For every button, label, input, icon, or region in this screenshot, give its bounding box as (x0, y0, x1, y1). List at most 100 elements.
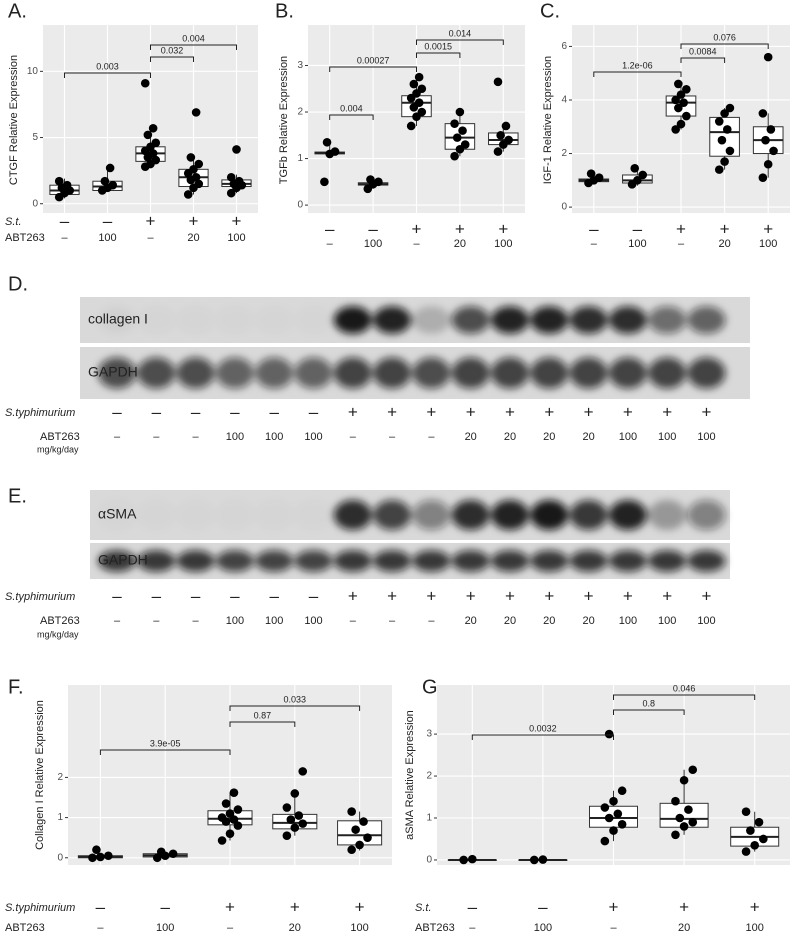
condition-label: 100 (494, 238, 512, 250)
band (451, 357, 490, 389)
y-tick-label: 2 (297, 107, 303, 118)
condition-label: – (589, 219, 599, 238)
data-point (191, 108, 201, 117)
comparison-bracket (680, 57, 726, 63)
data-point (148, 149, 158, 158)
y-tick-label: 0 (561, 202, 567, 213)
lane-label: + (426, 402, 436, 421)
data-point (290, 789, 300, 798)
band (333, 357, 372, 389)
data-point (674, 79, 683, 89)
band (295, 306, 333, 334)
lane-label: – (152, 402, 162, 421)
band (530, 550, 569, 572)
condition-label: + (609, 897, 619, 916)
data-point (675, 813, 685, 823)
lane-label: 20 (582, 615, 594, 627)
row-name: ABT263 (5, 232, 45, 244)
data-point (225, 829, 235, 838)
data-point (458, 126, 467, 135)
y-tick-label: 1 (57, 812, 63, 823)
band (569, 500, 608, 530)
condition-label: – (96, 897, 106, 916)
band (98, 306, 136, 334)
data-point (62, 180, 72, 190)
data-point (741, 847, 751, 856)
lane-label: – (153, 615, 160, 627)
data-point (725, 146, 735, 156)
condition-label: – (678, 238, 685, 250)
y-axis-title: TGFb Relative Expression (278, 56, 290, 184)
data-point (414, 72, 424, 82)
data-point (221, 799, 231, 808)
data-point (493, 147, 503, 156)
data-point (320, 177, 329, 187)
lane-label: – (114, 615, 121, 627)
band (176, 550, 215, 572)
condition-label: – (97, 922, 104, 934)
condition-label: + (750, 897, 760, 916)
y-tick-label: 3 (297, 60, 303, 71)
data-point (183, 190, 193, 199)
lane-label: + (584, 586, 594, 605)
data-point (714, 117, 724, 126)
condition-label: + (232, 211, 242, 230)
y-tick-label: 2 (57, 772, 63, 783)
blot-bands (333, 500, 726, 530)
p-value: 0.87 (254, 710, 272, 720)
lane-label: – (112, 586, 122, 605)
lane-label: – (428, 431, 435, 443)
condition-label: – (538, 897, 548, 916)
y-tick-label: 0 (57, 852, 63, 863)
data-point (229, 788, 239, 797)
row-name: S.t. (415, 902, 432, 914)
data-point (617, 786, 627, 796)
condition-label: 100 (98, 232, 116, 244)
band (216, 306, 254, 334)
data-point (226, 172, 236, 182)
band (215, 357, 254, 389)
data-point (140, 78, 150, 88)
panel-label: C. (540, 0, 560, 22)
comparison-bracket (229, 705, 361, 711)
data-point (758, 173, 768, 182)
y-axis-title: aSMA Relative Expression (404, 710, 416, 840)
condition-label: + (146, 211, 156, 230)
row-name: S.typhimurium (5, 902, 75, 914)
data-point (294, 811, 304, 820)
lane-label: 20 (465, 431, 477, 443)
condition-label: 100 (364, 238, 382, 250)
band-label: collagen I (88, 311, 148, 327)
condition-label: + (189, 211, 199, 230)
lane-label: + (702, 586, 712, 605)
panel-label: E. (8, 485, 27, 507)
blot-bands (98, 306, 726, 334)
data-point (191, 172, 201, 182)
condition-label: + (676, 219, 686, 238)
p-value: 0.0032 (529, 723, 557, 733)
data-point (750, 840, 759, 850)
lane-label: + (348, 586, 358, 605)
condition-label: 20 (187, 232, 199, 244)
data-point (759, 834, 768, 844)
p-value: 0.046 (673, 683, 696, 693)
lane-label: – (112, 402, 122, 421)
data-point (194, 159, 204, 169)
data-point (92, 845, 101, 855)
lane-label: – (350, 431, 357, 443)
lane-label: 100 (304, 431, 322, 443)
data-point (104, 851, 113, 861)
lane-label: 100 (697, 615, 715, 627)
data-point (189, 165, 198, 174)
p-value: 0.8 (643, 698, 656, 708)
lane-label: – (269, 402, 279, 421)
band (687, 306, 726, 334)
lane-label: 20 (465, 615, 477, 627)
panel-label: D. (8, 273, 28, 295)
data-point (493, 77, 503, 87)
band (333, 550, 372, 572)
lane-label: 20 (543, 615, 555, 627)
band (648, 306, 687, 334)
data-point (594, 173, 604, 182)
data-point (671, 830, 680, 840)
